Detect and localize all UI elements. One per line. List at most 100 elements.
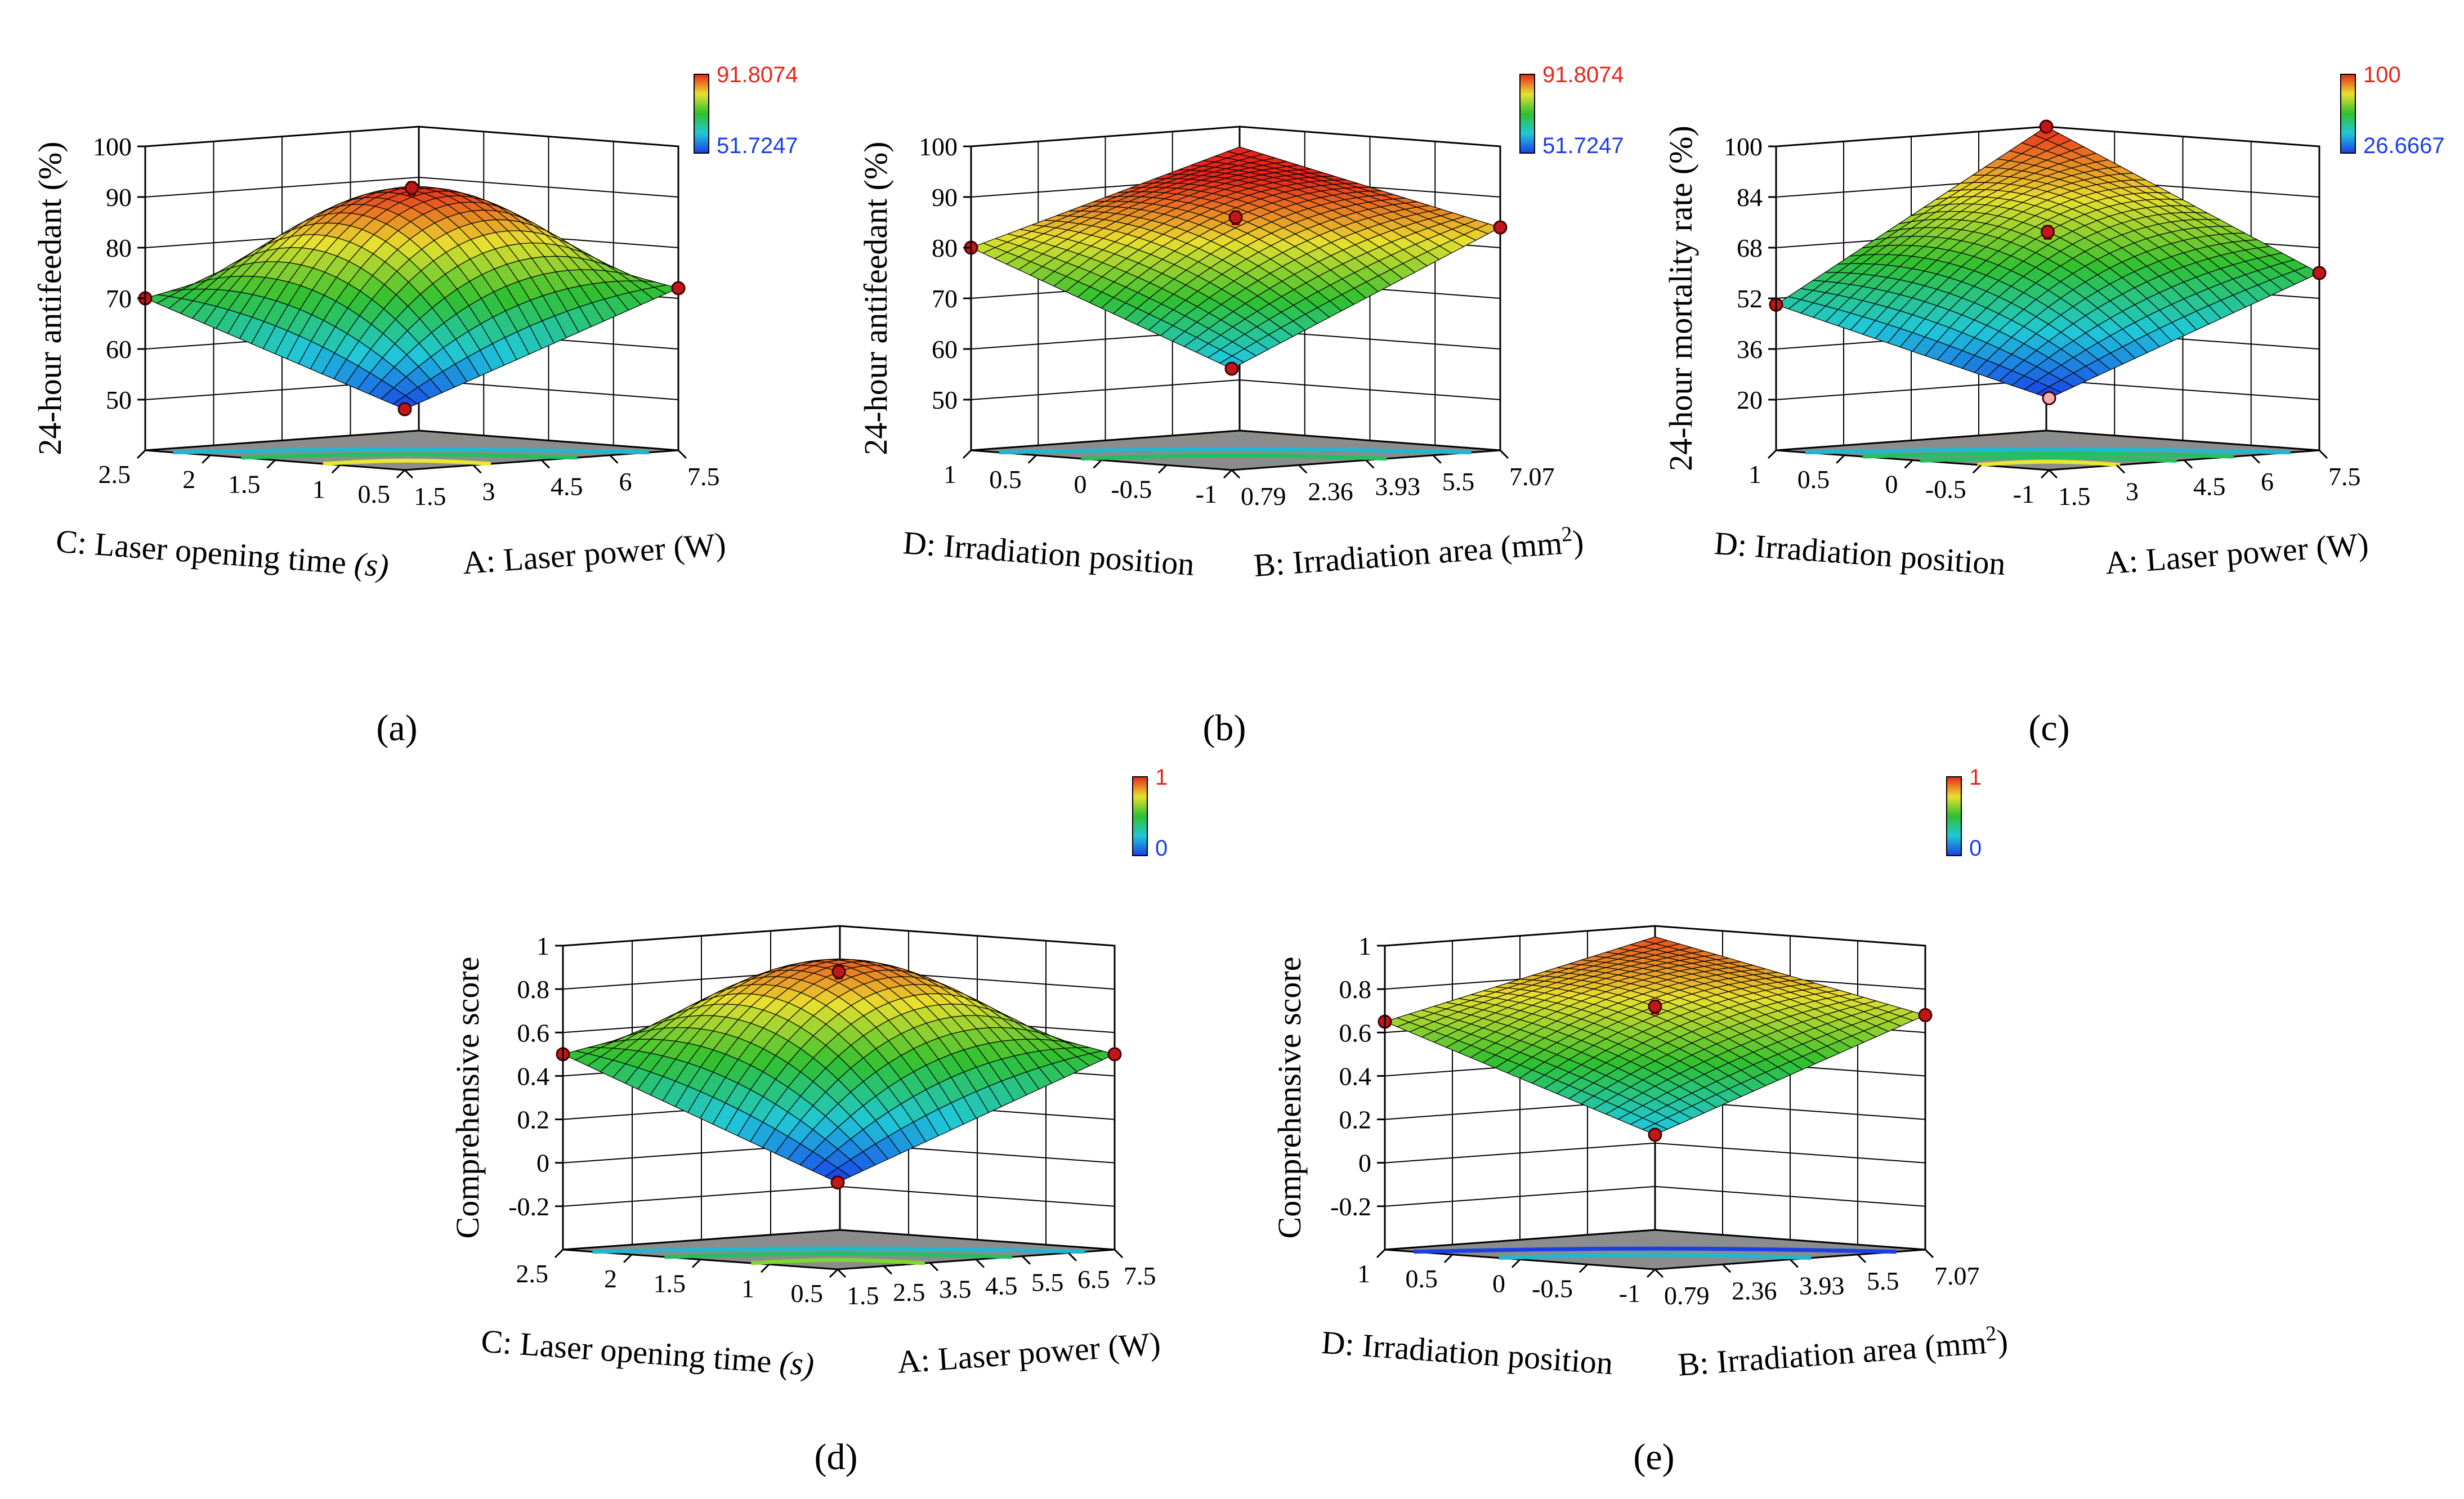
y-tick [1836,454,1845,464]
y-tick-label: 0 [1492,1269,1505,1298]
z-axis: -0.2 0 0.2 0.4 0.6 0.8 1 [1330,932,1386,1250]
y-axis-label: D: Irradiation position [902,524,1196,583]
y-tick-label: 0.5 [791,1279,824,1308]
y-tick-label: 1 [741,1274,754,1303]
z-tick-label: -0.2 [508,1192,549,1221]
y-axis-label-unit: (s) [353,545,390,584]
design-point [1918,1008,1933,1022]
x-tick-label: 3.93 [1375,472,1421,501]
z-tick-label: 60 [106,335,132,364]
x-tick [929,1262,939,1272]
z-tick-label: 0.8 [517,975,550,1004]
z-tick-label: 90 [932,183,958,212]
y-tick [1646,1268,1656,1278]
x-tick [2251,454,2261,464]
y-tick [1972,464,1982,474]
y-tick [202,454,211,464]
contour-line [1499,1252,1812,1260]
x-axis-label-main: B: Irradiation area (mm [1253,525,1563,584]
y-tick-label: 2 [604,1264,617,1293]
panel-label: (b) [1203,708,1246,749]
y-tick-label: -0.5 [1111,475,1152,503]
colorbar-min-label: 0 [1969,836,1982,861]
z-tick-label: 0.4 [1339,1062,1372,1090]
y-axis-label: D: Irradiation position [1320,1324,1614,1382]
y-axis-label-unit: (s) [779,1344,816,1382]
y-tick-label: 1.5 [654,1269,686,1298]
y-tick [331,464,341,474]
panel-label: (c) [2028,708,2069,749]
y-tick-label: 1.5 [228,470,261,499]
z-axis-label: Comprehensive score [1271,957,1308,1239]
contour-line [1977,459,2121,467]
colorbar-max-label: 91.8074 [717,62,798,87]
z-tick-label: 0.4 [517,1062,550,1090]
z-tick-label: -0.2 [1330,1192,1371,1221]
y-tick-label: 2.5 [516,1259,549,1288]
colorbar: 91.8074 51.7247 [694,62,798,158]
response-surface [144,186,679,410]
z-tick-label: 0 [536,1149,549,1178]
x-tick-label: 3.93 [1799,1272,1845,1300]
z-tick-label: 68 [1737,234,1763,262]
x-tick [2048,469,2058,479]
colorbar-max-label: 91.8074 [1542,62,1624,87]
panel-label: (e) [1633,1437,1674,1478]
design-point [1224,361,1239,376]
design-point [2041,225,2055,239]
z-tick-label: 80 [106,234,132,262]
y-tick-label: 1 [1357,1259,1370,1288]
z-gridline [562,1185,1115,1207]
surface-cell [824,1167,851,1183]
x-tick-label: 4.5 [985,1272,1018,1300]
z-tick-label: 100 [93,132,132,161]
y-tick-label: -0.5 [1532,1274,1573,1303]
y-axis-label-main: C: Laser opening time [480,1322,781,1380]
y-tick [1093,459,1102,469]
y-tick [1158,464,1168,474]
z-axis: -0.2 0 0.2 0.4 0.6 0.8 1 [508,932,564,1250]
z-tick-label: 1 [536,932,549,960]
z-gridline [145,126,679,147]
x-tick-label: 4.5 [2193,472,2226,501]
y-tick [1767,449,1777,459]
design-point [831,964,846,979]
y-tick [1578,1264,1589,1273]
contour-line [1862,451,2234,459]
z-gridline [145,176,679,198]
y-tick [266,459,276,469]
x-axis-label-sup: 2 [1560,522,1573,547]
contour-line [999,447,1472,455]
colorbar: 10 [1946,765,1982,861]
design-point [405,181,419,195]
z-gridline [971,379,1501,400]
design-point [2042,391,2056,405]
y-axis-label-main: D: Irradiation position [1713,525,2007,582]
x-tick-label: 1.5 [847,1281,879,1310]
x-tick [1789,1259,1799,1268]
panel-b: 50 60 70 80 90 100 24-hour antifeedant (%) 0.79… [857,62,1624,749]
y-tick [1511,1259,1521,1268]
contour-line [1805,447,2291,455]
x-tick [1857,1254,1867,1263]
x-tick [1721,1264,1732,1273]
z-axis: 20 36 52 68 84 100 [1724,132,1777,450]
z-tick-label: 100 [1724,132,1763,161]
panel-label: (a) [376,708,417,749]
z-tick-label: 90 [106,183,132,212]
x-tick-label: 5.5 [1442,467,1475,496]
z-tick-label: 0 [1358,1149,1371,1178]
x-tick [1298,464,1308,474]
x-axis-label-sup: 2 [1985,1322,1997,1346]
x-tick [1021,1255,1031,1265]
x-tick-label: 4.5 [551,472,583,501]
x-tick-label: 1.5 [2058,482,2091,511]
y-axis-label: C: Laser opening time (s) [480,1322,815,1382]
colorbar-gradient [1946,776,1962,856]
z-axis: 50 60 70 80 90 100 [93,132,146,450]
x-axis-label: A: Laser power (W) [462,526,727,581]
x-tick-label: 3 [482,477,495,505]
z-axis-label: 24-hour antifeedant (%) [857,141,894,455]
design-point [1107,1047,1122,1062]
